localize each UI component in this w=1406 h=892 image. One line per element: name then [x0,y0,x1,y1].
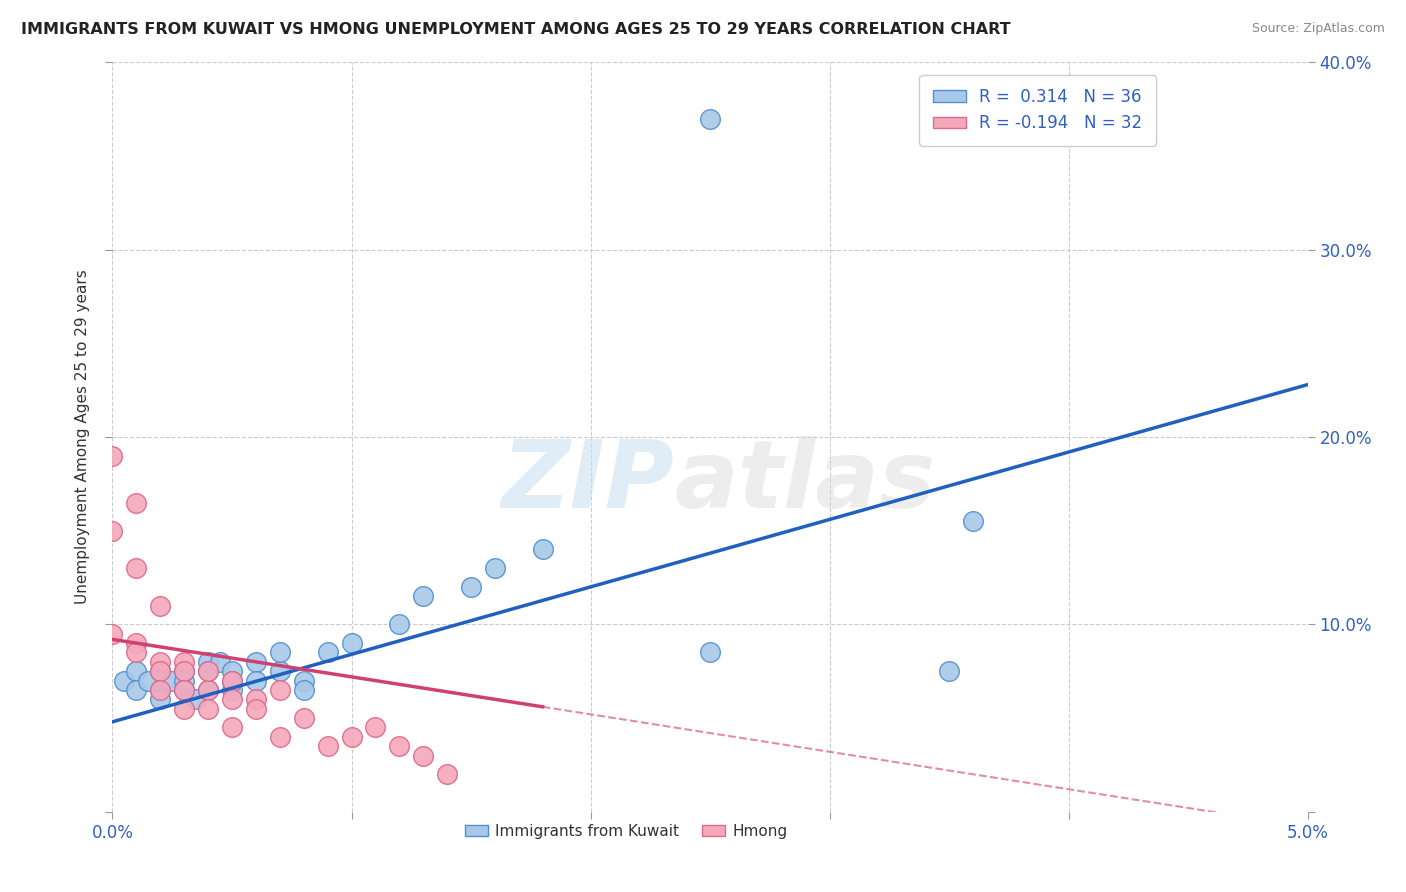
Point [316,646,339,660]
Point [962,514,984,528]
Point [460,580,482,594]
Point [197,664,219,679]
Text: IMMIGRANTS FROM KUWAIT VS HMONG UNEMPLOYMENT AMONG AGES 25 TO 29 YEARS CORRELATI: IMMIGRANTS FROM KUWAIT VS HMONG UNEMPLOY… [21,22,1011,37]
Point [173,701,195,715]
Point [149,664,172,679]
Point [221,673,243,688]
Point [221,673,243,688]
Point [938,664,960,679]
Point [125,496,148,510]
Point [292,711,315,725]
Point [245,701,267,715]
Legend: Immigrants from Kuwait, Hmong: Immigrants from Kuwait, Hmong [458,818,794,846]
Point [186,692,208,706]
Point [269,664,291,679]
Point [125,646,148,660]
Point [412,590,434,604]
Point [269,730,291,744]
Point [101,449,124,463]
Point [340,636,363,650]
Text: ZIP: ZIP [502,436,675,528]
Point [125,561,148,575]
Text: atlas: atlas [675,436,935,528]
Point [197,683,219,698]
Point [269,683,291,698]
Point [149,655,172,669]
Point [221,692,243,706]
Point [531,542,554,557]
Point [292,683,315,698]
Point [221,664,243,679]
Point [101,524,124,538]
Point [269,646,291,660]
Point [412,748,434,763]
Point [173,655,195,669]
Point [173,673,195,688]
Point [699,646,721,660]
Point [197,655,219,669]
Point [197,701,219,715]
Point [699,112,721,126]
Point [125,664,148,679]
Point [173,683,195,698]
Point [197,683,219,698]
Text: Source: ZipAtlas.com: Source: ZipAtlas.com [1251,22,1385,36]
Point [162,673,183,688]
Point [340,730,363,744]
Point [436,767,458,781]
Point [316,739,339,753]
Point [221,683,243,698]
Point [149,692,172,706]
Point [173,664,195,679]
Point [197,664,219,679]
Point [245,692,267,706]
Point [173,664,195,679]
Point [125,636,148,650]
Point [209,655,232,669]
Point [149,664,172,679]
Point [149,683,172,698]
Point [221,721,243,735]
Point [114,673,135,688]
Point [138,673,160,688]
Point [388,617,411,632]
Y-axis label: Unemployment Among Ages 25 to 29 years: Unemployment Among Ages 25 to 29 years [75,269,90,605]
Point [149,599,172,613]
Point [149,683,172,698]
Point [101,626,124,640]
Point [388,739,411,753]
Point [173,683,195,698]
Point [125,683,148,698]
Point [245,673,267,688]
Point [292,673,315,688]
Point [245,655,267,669]
Point [484,561,506,575]
Point [364,721,387,735]
